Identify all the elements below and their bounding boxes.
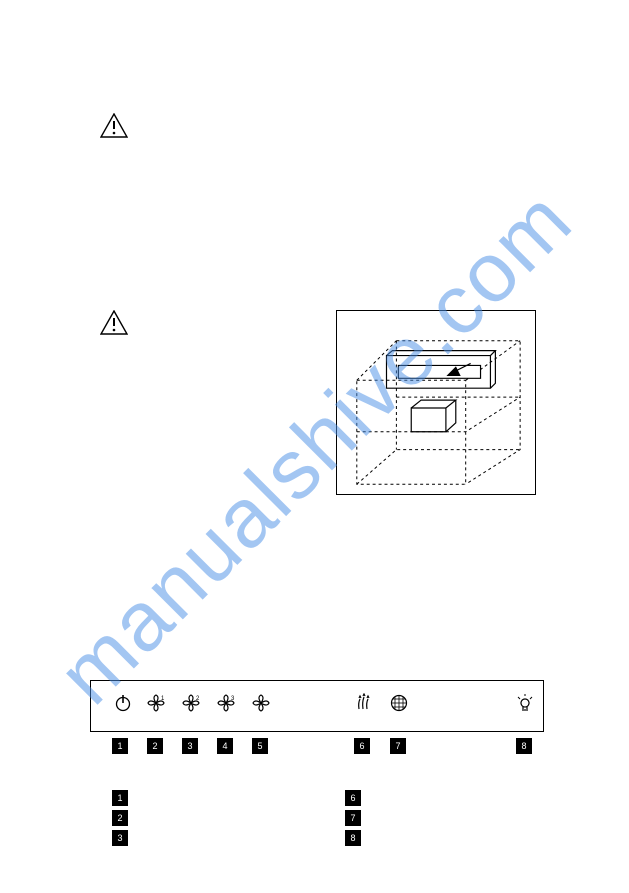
svg-text:2: 2 [196, 696, 200, 702]
callout-square: 5 [252, 738, 268, 754]
callout-square: 8 [516, 738, 532, 754]
installation-diagram [336, 310, 536, 495]
caution-body-2: Do not install the appliance below eye l… [100, 335, 320, 365]
fan-2-icon: 2 [181, 693, 201, 713]
legend-square: 3 [112, 830, 128, 846]
legend-square: 2 [112, 810, 128, 826]
caution-heading-1: CAUTION! [140, 115, 500, 130]
lamp-icon [515, 693, 535, 713]
fan-3-icon: 3 [216, 693, 236, 713]
legend-square: 1 [112, 790, 128, 806]
callout-square: 2 [147, 738, 163, 754]
warning-icon [100, 310, 128, 335]
caution-body-1: Refer to the local regulations for the i… [100, 140, 500, 170]
callout-square: 7 [390, 738, 406, 754]
legend-label: First fan speed [134, 812, 200, 827]
power-icon [113, 693, 133, 713]
caution-heading-2: CAUTION! [140, 312, 320, 327]
fan-1-icon: 1 [146, 693, 166, 713]
breeze-icon [353, 693, 373, 713]
warning-icon [100, 113, 128, 138]
legend-label: Lamp On/Off [367, 832, 424, 847]
control-panel: 1 2 3 [90, 680, 544, 732]
fan-boost-icon [251, 693, 271, 713]
legend-square: 8 [345, 830, 361, 846]
callout-square: 4 [217, 738, 233, 754]
filter-icon [389, 693, 409, 713]
page: CAUTION! Refer to the local regulations … [0, 0, 629, 893]
legend-square: 6 [345, 790, 361, 806]
callout-square: 3 [182, 738, 198, 754]
callout-square: 6 [354, 738, 370, 754]
legend-square: 7 [345, 810, 361, 826]
section-heading: 4. CONTROL PANEL [90, 650, 213, 670]
legend-label: Second fan speed [134, 832, 215, 847]
callout-square: 1 [112, 738, 128, 754]
legend-label: On / Off [134, 792, 169, 807]
legend-label: Hob to Hood function [367, 792, 461, 807]
legend-label: Filter reset [367, 812, 414, 827]
svg-text:1: 1 [161, 696, 165, 702]
svg-text:3: 3 [231, 696, 235, 702]
